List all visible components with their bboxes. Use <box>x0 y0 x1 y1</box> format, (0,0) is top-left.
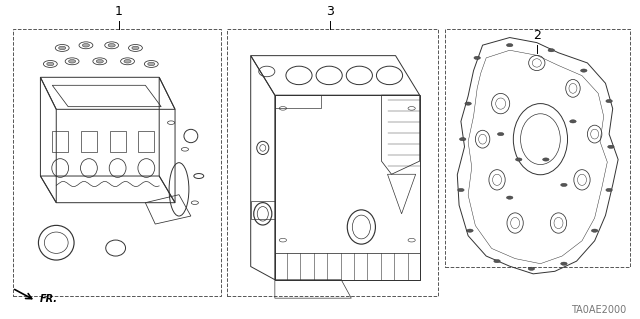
Circle shape <box>591 229 598 232</box>
Bar <box>13 29 221 296</box>
Circle shape <box>494 260 500 263</box>
Circle shape <box>83 43 90 47</box>
Circle shape <box>132 46 139 50</box>
Circle shape <box>465 102 472 105</box>
Circle shape <box>607 145 614 148</box>
Circle shape <box>458 189 464 192</box>
Circle shape <box>515 158 522 161</box>
Circle shape <box>96 60 104 63</box>
Circle shape <box>460 137 466 141</box>
Circle shape <box>59 46 66 50</box>
Text: 2: 2 <box>533 29 541 42</box>
Circle shape <box>108 43 115 47</box>
Circle shape <box>68 60 76 63</box>
Circle shape <box>543 158 549 161</box>
Circle shape <box>580 69 587 72</box>
Circle shape <box>570 120 576 123</box>
Circle shape <box>528 267 534 271</box>
Circle shape <box>548 48 554 52</box>
Bar <box>227 29 438 296</box>
Text: FR.: FR. <box>40 294 58 304</box>
Circle shape <box>506 196 513 199</box>
Bar <box>445 29 630 268</box>
Circle shape <box>561 183 567 187</box>
Circle shape <box>561 262 567 265</box>
Circle shape <box>497 132 504 136</box>
Circle shape <box>47 62 54 66</box>
Text: 3: 3 <box>326 5 333 18</box>
Circle shape <box>124 60 131 63</box>
Text: TA0AE2000: TA0AE2000 <box>572 305 627 315</box>
Text: 1: 1 <box>115 5 123 18</box>
Circle shape <box>606 100 612 103</box>
Circle shape <box>506 43 513 47</box>
Circle shape <box>148 62 155 66</box>
Circle shape <box>467 229 473 232</box>
Circle shape <box>474 56 481 59</box>
Circle shape <box>606 189 612 192</box>
